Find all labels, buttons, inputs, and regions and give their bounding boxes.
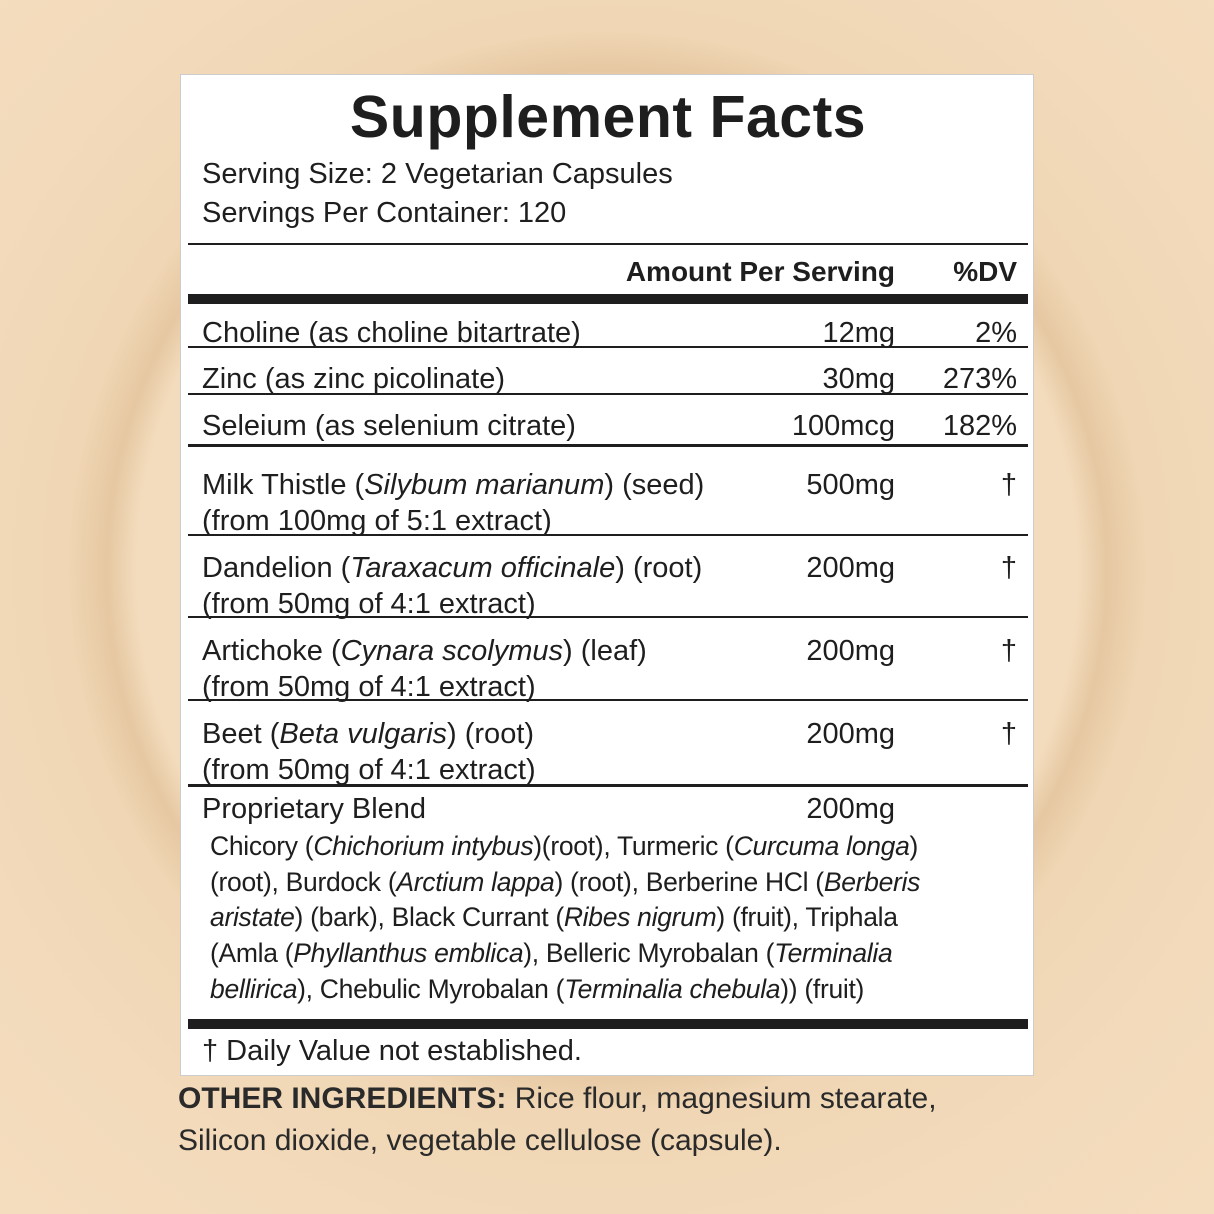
text-segment: ) (root) [447,718,535,750]
other-ingredients-line2: Silicon dioxide, vegetable cellulose (ca… [178,1124,782,1157]
text-line: (from 50mg of 4:1 extract) [202,670,536,704]
amount: 500mg [806,469,895,501]
divider [188,243,1028,245]
text-segment: (from 50mg of 4:1 extract) [202,754,536,786]
latin-name: Ribes nigrum [563,902,717,933]
text-line: (from 50mg of 4:1 extract) [202,587,536,621]
label-title: Supplement Facts [349,84,867,150]
blend-name: Proprietary Blend [202,793,427,825]
text-segment: )) (fruit) [780,973,865,1004]
text-segment: (Amla ( [210,938,294,969]
daily-value: 2% [975,317,1017,349]
amount: 30mg [822,363,895,395]
text-line: Dandelion (Taraxacum officinale) (root) [202,551,702,585]
text-line: (root), Burdock (Arctium lappa) (root), … [210,865,920,901]
text-segment: Seleium (as selenium citrate) [202,410,576,442]
other-ingredients-label: OTHER INGREDIENTS: [178,1082,507,1115]
footnote: † Daily Value not established. [202,1035,582,1067]
text-segment: )(root), Turmeric ( [533,831,734,861]
latin-name: Beta vulgaris [279,718,448,750]
header-amount: Amount Per Serving [625,256,895,287]
serving-size: Serving Size: 2 Vegetarian Capsules [202,158,673,190]
amount: 100mcg [791,410,895,442]
text-line: Chicory (Chichorium intybus)(root), Turm… [210,829,918,865]
text-segment: (from 50mg of 4:1 extract) [202,588,536,620]
amount: 200mg [806,635,895,667]
text-line: (from 100mg of 5:1 extract) [202,504,552,538]
divider [188,393,1028,395]
daily-value: 182% [942,410,1017,442]
divider [188,699,1028,701]
latin-name: Cynara scolymus [340,635,564,667]
latin-name: Silybum marianum [364,469,605,501]
divider [188,784,1028,787]
text-segment: ) (root), Berberine HCl ( [554,866,824,897]
thick-divider [188,294,1028,304]
text-segment: ), Belleric Myrobalan ( [523,938,775,969]
latin-name: Terminalia chebula [564,973,781,1004]
text-line: Artichoke (Cynara scolymus) (leaf) [202,634,647,668]
latin-name: aristate [210,902,295,933]
text-segment: (root), Burdock ( [210,866,397,897]
amount: 200mg [806,718,895,750]
daily-value: † [1000,718,1017,750]
divider [188,346,1028,348]
daily-value: 273% [942,363,1017,395]
latin-name: Berberis [823,866,921,897]
latin-name: Terminalia [774,938,893,969]
latin-name: Chichorium intybus [313,831,534,861]
daily-value: † [1000,469,1017,501]
other-ingredients-text: Rice flour, magnesium stearate, [506,1082,937,1115]
text-segment: Dandelion ( [202,552,351,584]
daily-value: † [1000,635,1017,667]
text-line: bellirica), Chebulic Myrobalan (Terminal… [210,972,864,1008]
text-line: (Amla (Phyllanthus emblica), Belleric My… [210,936,893,972]
divider [188,444,1028,447]
text-segment: (from 100mg of 5:1 extract) [202,505,552,537]
text-segment: Chicory ( [210,831,314,861]
text-line: Seleium (as selenium citrate) [202,409,576,443]
text-segment: ) (fruit), Triphala [716,902,898,933]
divider [188,534,1028,536]
header-dv: %DV [953,256,1017,287]
text-segment: Artichoke ( [202,635,341,667]
text-segment: ) (leaf) [563,635,647,667]
text-line: aristate) (bark), Black Currant (Ribes n… [210,900,898,936]
text-segment: ), Chebulic Myrobalan ( [297,973,565,1004]
thick-divider [188,1019,1028,1029]
text-segment: (from 50mg of 4:1 extract) [202,671,536,703]
text-segment: ) (bark), Black Currant ( [294,902,565,933]
latin-name: bellirica [210,973,298,1004]
text-segment: Milk Thistle ( [202,469,365,501]
text-line: Choline (as choline bitartrate) [202,316,581,350]
text-line: Zinc (as zinc picolinate) [202,362,505,396]
text-segment: ) (seed) [604,469,705,501]
daily-value: † [1000,552,1017,584]
divider [188,616,1028,618]
other-ingredients-line1: OTHER INGREDIENTS: Rice flour, magnesium… [178,1078,937,1120]
amount: 12mg [822,317,895,349]
latin-name: Taraxacum officinale [350,552,616,584]
amount: 200mg [806,552,895,584]
latin-name: Arctium lappa [396,866,555,897]
text-segment: Zinc (as zinc picolinate) [202,363,505,395]
text-segment: ) (root) [615,552,703,584]
text-line: Milk Thistle (Silybum marianum) (seed) [202,468,704,502]
latin-name: Phyllanthus emblica [293,938,524,969]
text-segment: Choline (as choline bitartrate) [202,317,581,349]
text-line: (from 50mg of 4:1 extract) [202,753,536,787]
text-line: Beet (Beta vulgaris) (root) [202,717,534,751]
supplement-facts-label: Supplement Facts Serving Size: 2 Vegetar… [180,74,1034,1076]
blend-amount: 200mg [806,793,895,825]
servings-per-container: Servings Per Container: 120 [202,197,567,229]
latin-name: Curcuma longa [733,831,910,861]
text-segment: ) [909,831,919,861]
text-segment: Beet ( [202,718,280,750]
